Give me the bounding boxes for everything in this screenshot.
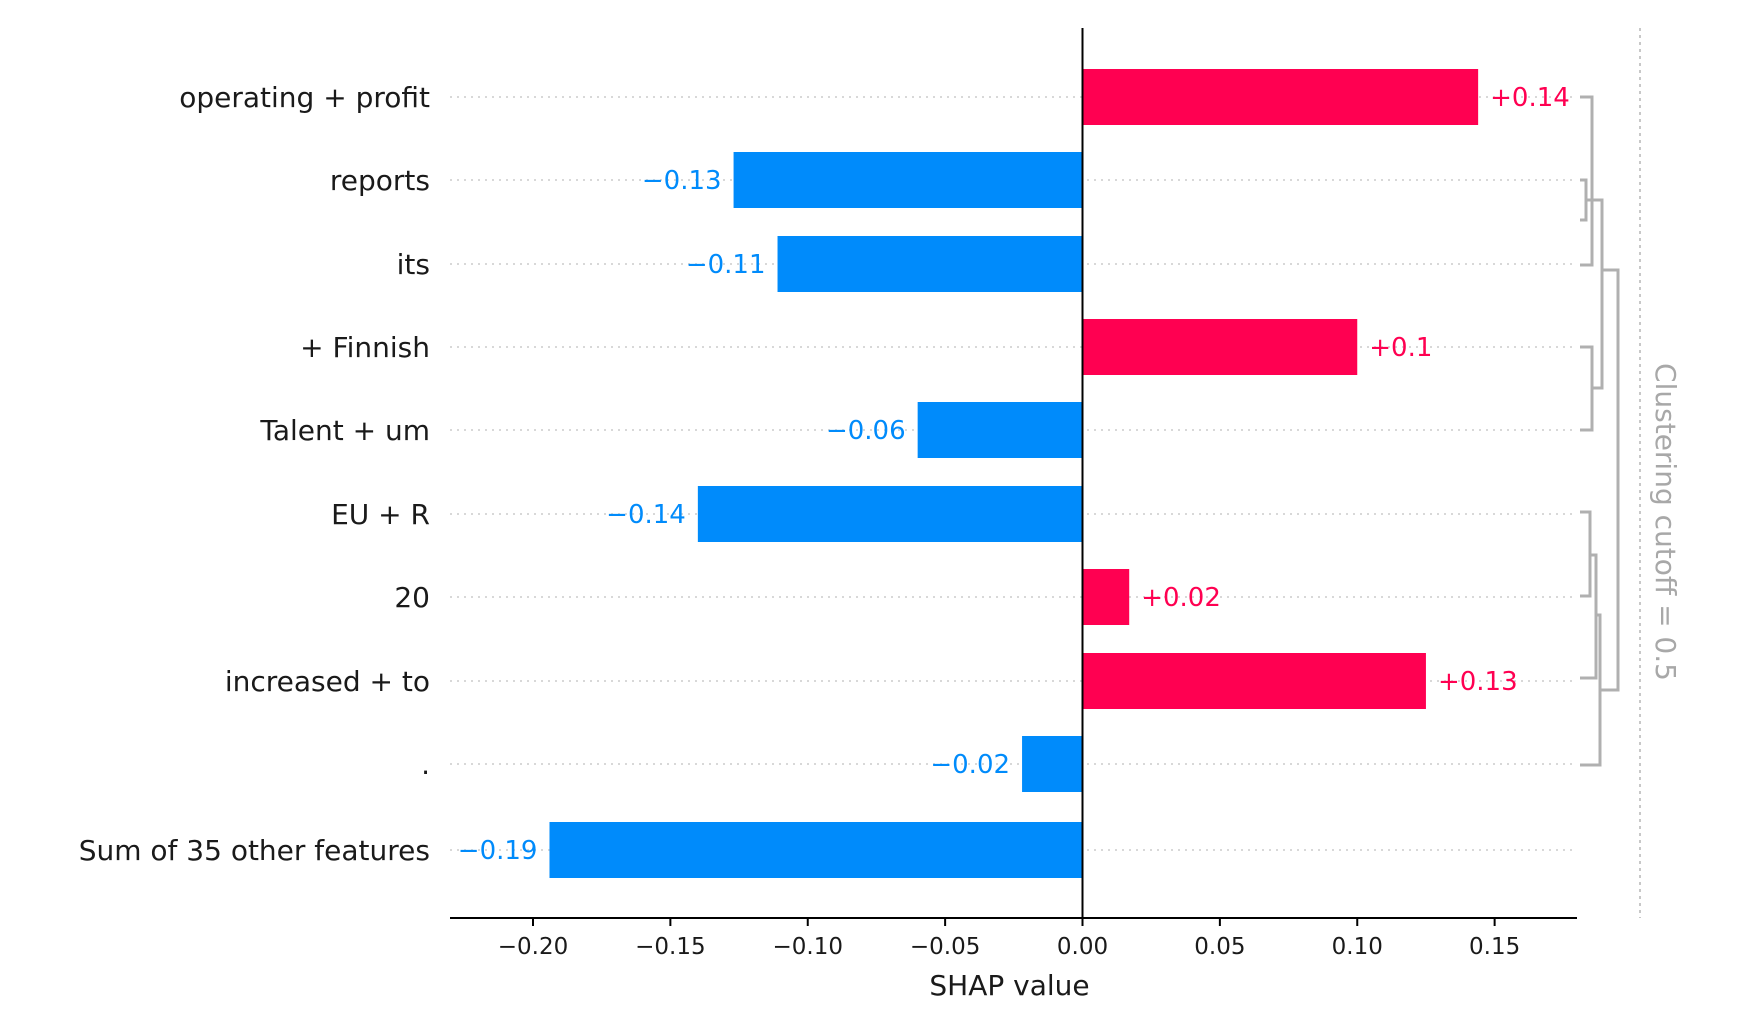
dendrogram-branch	[1586, 198, 1604, 390]
x-tick-label: −0.15	[635, 934, 705, 960]
value-label: +0.1	[1369, 333, 1432, 363]
bars	[549, 69, 1479, 878]
grid-lines	[450, 96, 1577, 851]
x-tick-label: 0.10	[1332, 934, 1383, 960]
dendrogram-branch	[1580, 510, 1592, 598]
feature-label: reports	[330, 164, 430, 197]
dendrogram-branch	[1580, 178, 1588, 222]
dendrogram-branch	[1580, 345, 1594, 432]
feature-labels: operating + profit reports its + Finnish Tal…	[79, 81, 430, 867]
feature-label: its	[397, 248, 430, 281]
bar	[917, 402, 1083, 458]
cutoff-label: Clustering cutoff = 0.5	[1649, 363, 1682, 681]
x-tick-label: 0.00	[1057, 934, 1108, 960]
bar	[697, 486, 1083, 542]
feature-label: + Finnish	[300, 331, 430, 364]
value-label: +0.02	[1141, 583, 1221, 613]
dendrogram: Clustering cutoff = 0.5	[1580, 28, 1682, 918]
dendrogram-branch	[1580, 613, 1602, 767]
feature-label: operating + profit	[179, 81, 430, 114]
x-axis: −0.20 −0.15 −0.10 −0.05 0.00 0.05 0.10 0.15 SHA…	[450, 28, 1577, 1002]
value-labels: +0.14 −0.13 −0.11 +0.1 −0.06 −0.14 +0.02 +0.13 −…	[458, 83, 1570, 866]
bar	[1082, 319, 1358, 375]
value-label: −0.14	[606, 500, 686, 530]
x-tick-label: 0.15	[1469, 934, 1520, 960]
x-tick-label: −0.20	[498, 934, 568, 960]
feature-label: Sum of 35 other features	[79, 834, 430, 867]
dendrogram-branch	[1600, 268, 1620, 692]
feature-label: EU + R	[331, 498, 430, 531]
value-label: −0.19	[458, 836, 538, 866]
bar	[733, 152, 1083, 208]
dendrogram-branch	[1580, 553, 1598, 680]
x-tick-label: −0.05	[910, 934, 980, 960]
value-label: +0.14	[1490, 83, 1570, 113]
x-tick-label: 0.05	[1194, 934, 1245, 960]
bar	[1022, 736, 1083, 792]
bar	[549, 822, 1083, 878]
bar	[777, 236, 1083, 292]
value-label: −0.13	[642, 166, 722, 196]
feature-label: 20	[394, 581, 430, 614]
feature-label: increased + to	[225, 665, 430, 698]
dendrogram-branch	[1580, 95, 1594, 267]
bar	[1082, 69, 1479, 125]
x-axis-label: SHAP value	[929, 969, 1089, 1002]
feature-label: Talent + um	[259, 414, 430, 447]
feature-label: .	[421, 748, 430, 781]
bar	[1082, 653, 1426, 709]
value-label: −0.02	[930, 750, 1010, 780]
value-label: +0.13	[1438, 667, 1518, 697]
value-label: −0.06	[826, 416, 906, 446]
x-tick-label: −0.10	[773, 934, 843, 960]
value-label: −0.11	[686, 250, 766, 280]
bar	[1082, 569, 1130, 625]
x-ticks: −0.20 −0.15 −0.10 −0.05 0.00 0.05 0.10 0.15	[498, 918, 1520, 960]
